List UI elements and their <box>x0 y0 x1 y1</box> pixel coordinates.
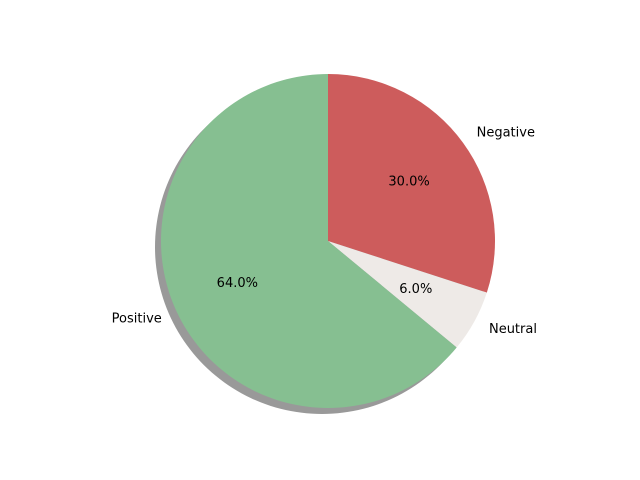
pie-labels: Negative 30.0% Neutral 6.0% Positive 64.0% <box>112 126 537 337</box>
slice-label-positive: Positive <box>112 312 162 327</box>
slice-positive <box>160 74 457 409</box>
slice-percent-negative: 30.0% <box>388 175 429 190</box>
slice-percent-positive: 64.0% <box>217 276 258 291</box>
slice-label-neutral: Neutral <box>489 322 537 337</box>
slice-negative <box>328 74 496 293</box>
slice-label-negative: Negative <box>477 126 535 141</box>
slice-neutral <box>328 241 487 348</box>
pie-slices <box>160 74 496 409</box>
slice-percent-neutral: 6.0% <box>399 282 432 297</box>
